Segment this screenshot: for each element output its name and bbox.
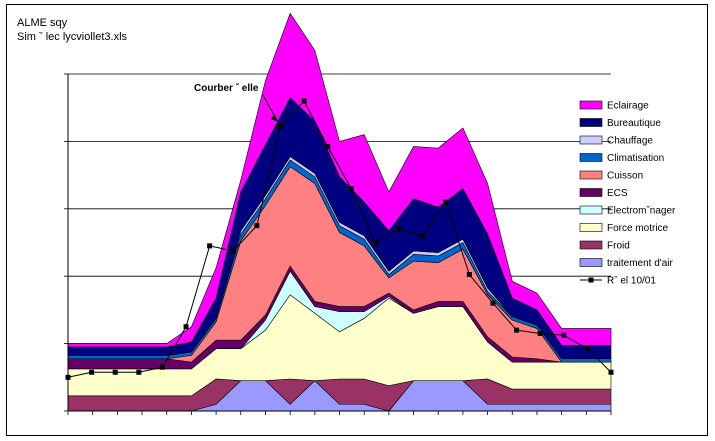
chart-header-line1: ALME sqy	[17, 17, 68, 29]
legend-swatch	[579, 258, 603, 267]
measured-line-point	[348, 186, 354, 192]
measured-line-point	[254, 223, 260, 229]
legend-line-marker	[588, 277, 594, 283]
measured-line-point	[136, 369, 142, 375]
measured-line-point	[301, 98, 307, 104]
measured-line	[67, 100, 612, 378]
legend-swatch	[579, 135, 603, 145]
legend-label: Climatisation	[607, 153, 664, 164]
stacked-area-chart: Courber ˇ elle Eclairage Bureautique Chauff…	[64, 12, 676, 415]
annotation-label: Courber ˇ elle	[194, 83, 259, 94]
area-series-eclairage	[67, 12, 612, 348]
legend-label: Force motrice	[607, 223, 669, 234]
legend-swatch	[579, 100, 603, 110]
legend-swatch	[579, 188, 603, 197]
legend-label: Rˇ el 10/01	[607, 275, 656, 287]
measured-line-point	[112, 369, 118, 375]
chart-header-line2: Sim ˇ lec lycviollet3.xls	[17, 31, 128, 43]
measured-line-point	[183, 324, 189, 330]
legend-label: Electromˇnager	[607, 205, 676, 217]
measured-line-point	[419, 233, 425, 239]
annotation-arrowhead	[270, 114, 278, 122]
legend-label: Chauffage	[607, 136, 653, 147]
legend-swatch	[579, 118, 603, 127]
measured-line-point	[325, 143, 331, 149]
measured-line-point	[65, 374, 71, 380]
measured-line-point	[159, 364, 165, 370]
measured-line-point	[207, 243, 213, 249]
chart-frame: ALME sqy Sim ˇ lec lycviollet3.xls Courb…	[6, 4, 708, 436]
legend-label: Froid	[607, 241, 630, 252]
legend-label: ECS	[607, 188, 628, 199]
measured-line-point	[584, 346, 590, 352]
measured-line-point	[490, 300, 496, 306]
legend-swatch	[579, 170, 603, 180]
measured-line-point	[443, 199, 449, 205]
measured-line-point	[372, 240, 378, 245]
legend-swatch	[579, 240, 603, 250]
measured-line-point	[230, 248, 236, 254]
legend-swatch	[579, 153, 603, 162]
measured-line-point	[561, 332, 567, 338]
measured-line-point	[89, 369, 95, 375]
legend-label: Bureautique	[607, 118, 661, 129]
legend-swatch	[579, 223, 603, 232]
legend-swatch	[579, 205, 603, 215]
measured-line-point	[396, 226, 402, 232]
measured-line-point	[466, 272, 472, 278]
measured-line-point	[514, 327, 520, 333]
measured-line-point	[277, 123, 283, 129]
legend-label: Cuisson	[607, 171, 643, 182]
measured-line-point	[608, 369, 614, 375]
legend-label: traitement d'air	[607, 258, 673, 269]
legend-label: Eclairage	[607, 101, 649, 112]
measured-line-point	[537, 330, 543, 336]
